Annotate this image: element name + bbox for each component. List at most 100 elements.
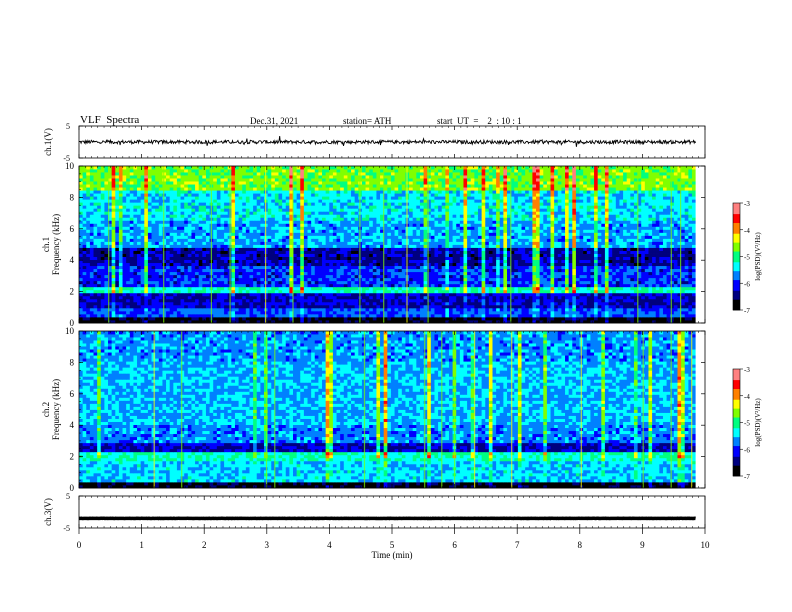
spectro-cell — [184, 244, 189, 248]
spectro-cell — [456, 253, 461, 257]
spectro-cell — [594, 316, 599, 321]
spectro-cell — [401, 298, 406, 303]
spectro-cell — [245, 253, 250, 257]
spectro-cell — [372, 241, 377, 245]
spectro-cell — [289, 313, 294, 318]
spectro-cell — [485, 289, 490, 294]
spectro-cell — [166, 280, 171, 285]
spectro-cell — [126, 283, 131, 288]
spectro-cell — [550, 250, 555, 254]
spectro-cell — [401, 310, 406, 315]
spectro-cell — [409, 244, 414, 248]
spectro-cell — [147, 310, 152, 315]
spectro-cell — [205, 286, 210, 291]
spectro-cell — [575, 253, 580, 257]
spectro-cell — [293, 289, 298, 294]
spectro-cell — [89, 277, 94, 282]
spectro-cell — [459, 316, 464, 321]
spectro-cell — [499, 271, 504, 276]
spectro-cell — [474, 292, 479, 297]
spectro-cell — [648, 283, 653, 288]
spectro-cell — [441, 241, 446, 245]
spectro-cell — [655, 307, 660, 312]
spectro-cell — [89, 316, 94, 321]
spectro-cell — [390, 274, 395, 279]
spectro-cell — [401, 283, 406, 288]
spectro-cell — [452, 277, 457, 282]
spectro-cell — [612, 265, 617, 270]
spectro-cell — [365, 304, 370, 309]
spectro-cell — [456, 277, 461, 282]
spectro-cell — [590, 301, 595, 306]
spectro-cell — [303, 298, 308, 303]
spectro-cell — [423, 298, 428, 303]
spectro-cell — [104, 304, 109, 309]
spectro-cell — [115, 262, 120, 267]
spectro-cell — [108, 244, 113, 248]
spectro-cell — [688, 274, 693, 279]
spectro-cell — [521, 277, 526, 282]
spectro-cell — [630, 292, 635, 297]
spectro-cell — [416, 247, 421, 251]
spectro-cell — [162, 241, 167, 245]
spectro-cell — [343, 313, 348, 318]
spectro-cell — [507, 319, 512, 324]
spectro-cell — [684, 259, 689, 264]
spectro-cell — [590, 304, 595, 309]
spectro-cell — [409, 247, 414, 251]
spectro-cell — [260, 241, 265, 245]
spectro-cell — [441, 280, 446, 285]
spectro-cell — [162, 259, 167, 264]
spectro-cell — [691, 310, 697, 315]
spectro-cell — [191, 307, 196, 312]
spectro-cell — [311, 256, 316, 260]
spectro-cell — [361, 280, 366, 285]
spectro-cell — [300, 241, 305, 245]
spectro-cell — [118, 307, 123, 312]
spectro-cell — [118, 283, 123, 288]
spectro-cell — [267, 295, 272, 300]
spectro-cell — [485, 295, 490, 300]
spectro-cell — [452, 286, 457, 291]
spectro-cell — [351, 268, 356, 273]
spectro-cell — [176, 256, 181, 260]
spectro-cell — [140, 253, 145, 257]
spectro-cell — [311, 295, 316, 300]
spectro-cell — [231, 307, 236, 312]
spectro-cell — [387, 280, 392, 285]
spectro-cell — [499, 319, 504, 324]
spectro-cell — [122, 310, 127, 315]
spectro-cell — [441, 313, 446, 318]
spectro-cell — [662, 310, 667, 315]
spectro-cell — [550, 274, 555, 279]
spectro-cell — [224, 259, 229, 264]
spectro-cell — [115, 244, 120, 248]
spectro-cell — [688, 262, 693, 267]
spectro-cell — [184, 298, 189, 303]
spectro-cell — [195, 271, 200, 276]
spectro-cell — [532, 319, 537, 324]
spectro-cell — [670, 307, 675, 312]
spectro-cell — [456, 286, 461, 291]
spectro-cell — [267, 244, 272, 248]
spectro-cell — [507, 271, 512, 276]
spectro-cell — [644, 292, 649, 297]
spectro-cell — [184, 316, 189, 321]
spectro-cell — [583, 268, 588, 273]
spectro-cell — [137, 295, 142, 300]
spectro-cell — [205, 271, 210, 276]
spectro-cell — [260, 280, 265, 285]
spectro-cell — [245, 259, 250, 264]
spectro-cell — [365, 244, 370, 248]
spectro-cell — [220, 274, 225, 279]
spectro-cell — [238, 313, 243, 318]
spectro-cell — [423, 295, 428, 300]
spectro-cell — [140, 286, 145, 291]
spectro-cell — [452, 265, 457, 270]
spectro-cell — [300, 313, 305, 318]
spectro-cell — [300, 316, 305, 321]
spectro-cell — [314, 256, 319, 260]
spectro-cell — [376, 256, 381, 260]
spectro-cell — [492, 277, 497, 282]
spectro-cell — [376, 310, 381, 315]
